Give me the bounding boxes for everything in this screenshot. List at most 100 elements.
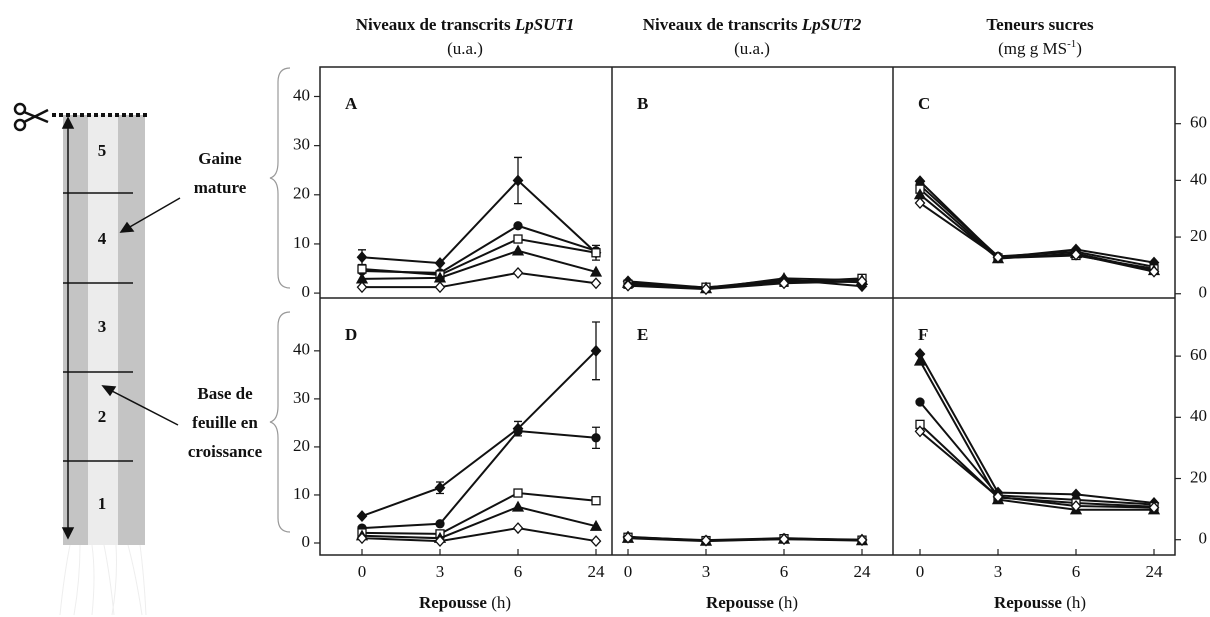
y-tick-label: 0 <box>1199 529 1208 548</box>
segment-lines <box>63 192 133 462</box>
series-line <box>361 179 597 265</box>
x-tick-label: 3 <box>994 562 1003 581</box>
diagram-label: Gaine <box>198 149 242 168</box>
series-line <box>361 249 597 280</box>
x-axis-label: Repousse (h) <box>419 593 511 612</box>
diagram-label: feuille en <box>192 413 258 432</box>
column-unit: (mg g MS-1) <box>998 38 1082 58</box>
point <box>915 397 925 407</box>
point <box>434 281 446 294</box>
point <box>512 174 524 187</box>
unit-text: (u.a.) <box>447 39 483 58</box>
y-tick-label: 30 <box>293 388 310 407</box>
unit-text: (mg g MS <box>998 39 1067 58</box>
series-line <box>362 271 597 289</box>
length-arrow <box>61 116 75 540</box>
point <box>1148 501 1160 514</box>
point <box>914 197 926 210</box>
y-tick-label: 20 <box>1190 467 1207 486</box>
segment-number: 2 <box>98 407 107 426</box>
series-line <box>627 536 863 542</box>
point <box>513 426 523 436</box>
y-tick-label: 40 <box>293 85 310 104</box>
column-title-text: Teneurs sucres <box>986 15 1094 34</box>
series-line <box>627 280 863 291</box>
y-tick-label: 40 <box>1190 169 1207 188</box>
point <box>591 248 601 258</box>
point <box>513 488 523 498</box>
point <box>590 277 602 290</box>
y-tick-label: 20 <box>293 184 310 203</box>
y-tick-label: 0 <box>302 282 311 301</box>
panel-frame <box>319 66 1176 556</box>
gene-name: LpSUT1 <box>514 15 575 34</box>
series-line <box>361 237 597 276</box>
point <box>913 354 927 366</box>
x-tick-label: 0 <box>916 562 925 581</box>
point <box>591 496 601 506</box>
unit-sup: -1 <box>1067 38 1076 50</box>
series-line <box>361 527 597 543</box>
point <box>356 532 368 545</box>
point <box>591 433 601 443</box>
point <box>357 264 367 274</box>
point <box>700 283 712 296</box>
point <box>856 534 868 547</box>
x-tick-label: 6 <box>780 562 789 581</box>
label-arrows <box>101 197 181 426</box>
x-tick-label: 24 <box>1146 562 1164 581</box>
braces <box>269 67 291 533</box>
y-tick-label: 30 <box>293 135 310 154</box>
x-label-unit: (h) <box>778 593 798 612</box>
column-unit: (u.a.) <box>447 39 483 58</box>
x-label-text: Repousse <box>419 593 487 612</box>
series-line <box>919 401 1155 506</box>
point <box>590 535 602 548</box>
y-tick-label: 10 <box>293 484 310 503</box>
series-line <box>919 430 1155 509</box>
x-tick-label: 6 <box>1072 562 1081 581</box>
point <box>1070 248 1082 261</box>
scissors <box>13 102 49 132</box>
point <box>590 344 602 357</box>
point <box>778 277 790 290</box>
y-tick-label: 60 <box>1190 113 1207 132</box>
series-line <box>361 224 597 274</box>
panel-label: F <box>918 325 928 344</box>
point <box>1148 265 1160 278</box>
x-label-text: Repousse <box>994 593 1062 612</box>
x-tick-label: 0 <box>358 562 367 581</box>
segment-number: 5 <box>98 141 107 160</box>
point <box>622 531 634 544</box>
diagram-label: croissance <box>188 442 263 461</box>
unit-end: ) <box>1076 39 1082 58</box>
point <box>589 265 603 277</box>
point <box>589 519 603 531</box>
point <box>434 481 446 494</box>
series-line <box>361 505 597 540</box>
roots <box>59 544 147 616</box>
x-axis-label: Repousse (h) <box>706 593 798 612</box>
x-tick-label: 6 <box>514 562 523 581</box>
series-line <box>919 360 1154 511</box>
gene-name: LpSUT2 <box>801 15 862 34</box>
y-tick-label: 10 <box>293 233 310 252</box>
y-tick-label: 60 <box>1190 345 1207 364</box>
y-tick-label: 0 <box>302 532 311 551</box>
point <box>511 244 525 256</box>
point <box>622 279 634 292</box>
point <box>511 500 525 512</box>
point <box>1070 500 1082 513</box>
point <box>356 251 368 264</box>
x-tick-label: 3 <box>436 562 445 581</box>
x-label-text: Repousse <box>706 593 774 612</box>
point <box>435 519 445 529</box>
column-unit: (u.a.) <box>734 39 770 58</box>
segment-number: 1 <box>98 494 107 513</box>
series-line <box>361 350 597 518</box>
segment-number: 4 <box>98 229 107 248</box>
point <box>512 522 524 535</box>
leaf-diagram <box>13 102 181 616</box>
x-axis-label: Repousse (h) <box>994 593 1086 612</box>
point <box>513 221 523 231</box>
